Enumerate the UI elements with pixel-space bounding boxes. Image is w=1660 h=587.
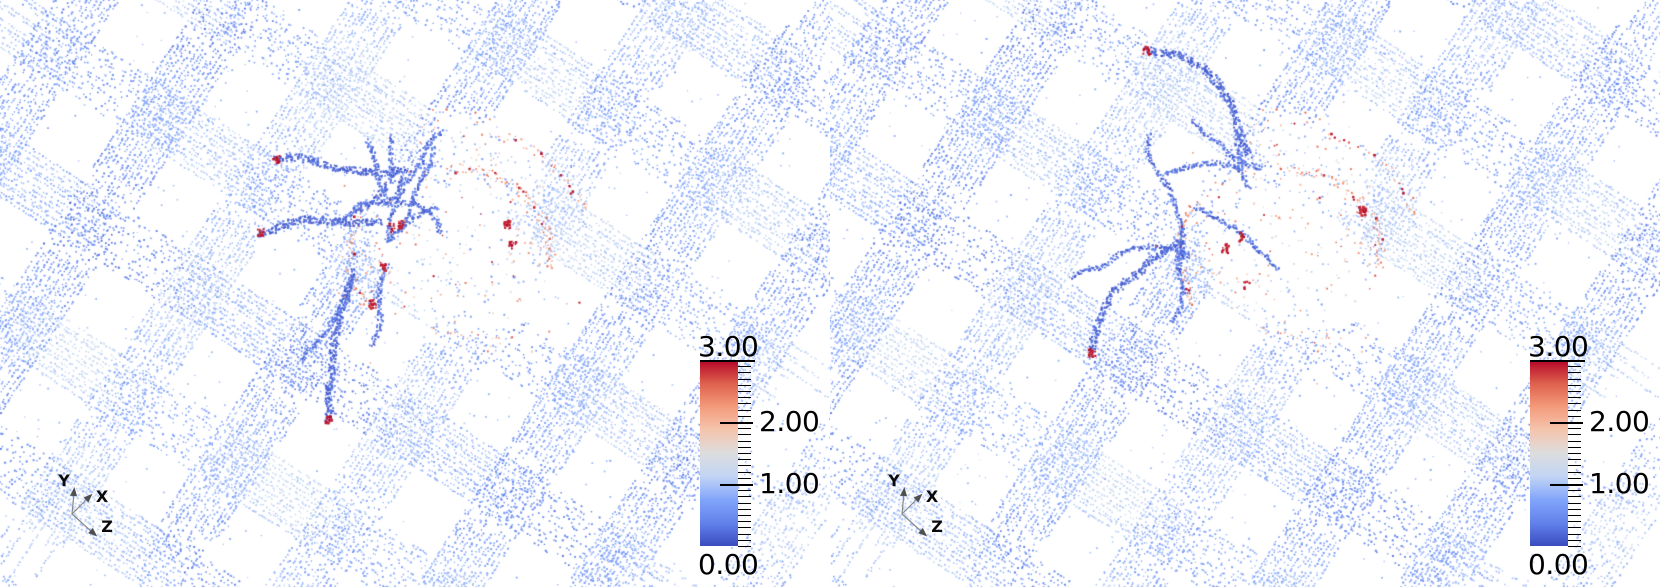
colorbar-min-label: 0.00 (698, 548, 759, 581)
colorbar-min-label: 0.00 (1528, 548, 1589, 581)
colorbar-tick (738, 465, 751, 466)
colorbar-tick (1568, 403, 1581, 404)
colorbar-tick (738, 527, 751, 528)
colorbar-tick (1568, 534, 1581, 535)
colorbar-tick (738, 546, 751, 547)
axis-z-label: Z (101, 517, 113, 536)
colorbar-tick (738, 509, 751, 510)
colorbar-max-label: 3.00 (698, 330, 759, 363)
axis-z-arrowhead (88, 527, 98, 537)
axis-y-label: Y (57, 471, 70, 490)
colorbar-tick (738, 366, 751, 367)
colorbar-tick (1568, 496, 1581, 497)
axis-y-label: Y (887, 471, 900, 490)
point-cloud-canvas[interactable] (830, 0, 1660, 587)
colorbar-tick-label-2: 2.00 (759, 405, 820, 438)
colorbar[interactable]: 3.00 2.00 1.00 0.00 (1528, 333, 1660, 585)
colorbar-tick (738, 453, 751, 454)
colorbar-tick (1568, 397, 1581, 398)
colorbar-tick (1568, 366, 1581, 367)
colorbar-tick (738, 379, 751, 380)
colorbar-tick (738, 534, 751, 535)
axis-y-arrowhead (900, 487, 908, 497)
colorbar-tick (738, 403, 751, 404)
colorbar-tick (1568, 379, 1581, 380)
axis-z-label: Z (931, 517, 943, 536)
colorbar-gradient (1530, 360, 1568, 546)
colorbar-tick (738, 490, 751, 491)
colorbar-tick (738, 515, 751, 516)
colorbar-tick (1550, 422, 1583, 424)
colorbar-tick (1568, 546, 1581, 547)
colorbar-tick (700, 360, 755, 362)
colorbar-tick (720, 484, 753, 486)
colorbar-tick (720, 422, 753, 424)
colorbar-tick (1568, 540, 1581, 541)
colorbar[interactable]: 3.00 2.00 1.00 0.00 (698, 333, 830, 585)
colorbar-gradient (700, 360, 738, 546)
colorbar-tick (738, 434, 751, 435)
axes-triad: Y X Z (887, 471, 943, 537)
colorbar-tick (1568, 465, 1581, 466)
colorbar-tick (1568, 385, 1581, 386)
axis-z-arrowhead (918, 527, 928, 537)
colorbar-tick (738, 441, 751, 442)
colorbar-tick (738, 372, 751, 373)
axis-x-label: X (926, 487, 939, 506)
render-viewport-right[interactable]: Y X Z 3.00 2.00 1.00 0.00 (830, 0, 1660, 587)
colorbar-tick (1568, 447, 1581, 448)
colorbar-tick (1568, 503, 1581, 504)
axis-x-arrowhead (913, 493, 923, 503)
colorbar-tick (738, 391, 751, 392)
colorbar-tick (1568, 391, 1581, 392)
colorbar-tick-label-1: 1.00 (759, 467, 820, 500)
colorbar-tick (738, 496, 751, 497)
colorbar-tick (738, 397, 751, 398)
colorbar-tick (738, 540, 751, 541)
colorbar-tick (738, 447, 751, 448)
render-viewport-left[interactable]: Y X Z 3.00 2.00 1.00 0.00 (0, 0, 830, 587)
colorbar-tick (738, 416, 751, 417)
colorbar-tick (1568, 428, 1581, 429)
colorbar-tick (1568, 441, 1581, 442)
colorbar-max-label: 3.00 (1528, 330, 1589, 363)
colorbar-tick (1568, 372, 1581, 373)
axis-x-label: X (96, 487, 109, 506)
colorbar-tick (1568, 434, 1581, 435)
colorbar-tick-label-2: 2.00 (1589, 405, 1650, 438)
point-cloud-canvas[interactable] (0, 0, 830, 587)
colorbar-tick (1568, 410, 1581, 411)
colorbar-tick (1568, 527, 1581, 528)
colorbar-tick (1568, 515, 1581, 516)
colorbar-tick (1568, 472, 1581, 473)
colorbar-tick (738, 428, 751, 429)
colorbar-tick-label-1: 1.00 (1589, 467, 1650, 500)
colorbar-tick (738, 385, 751, 386)
colorbar-tick (738, 472, 751, 473)
colorbar-tick (1568, 453, 1581, 454)
colorbar-tick (1550, 484, 1583, 486)
colorbar-tick (1568, 478, 1581, 479)
colorbar-tick (738, 478, 751, 479)
colorbar-tick (1568, 490, 1581, 491)
colorbar-tick (1568, 509, 1581, 510)
colorbar-tick (1530, 360, 1585, 362)
axes-triad: Y X Z (57, 471, 113, 537)
colorbar-tick (738, 503, 751, 504)
axis-y-arrowhead (70, 487, 78, 497)
colorbar-tick (1568, 416, 1581, 417)
axis-x-arrowhead (83, 493, 93, 503)
colorbar-tick (738, 521, 751, 522)
colorbar-tick (1568, 521, 1581, 522)
colorbar-tick (738, 410, 751, 411)
colorbar-tick (1568, 459, 1581, 460)
colorbar-tick (738, 459, 751, 460)
